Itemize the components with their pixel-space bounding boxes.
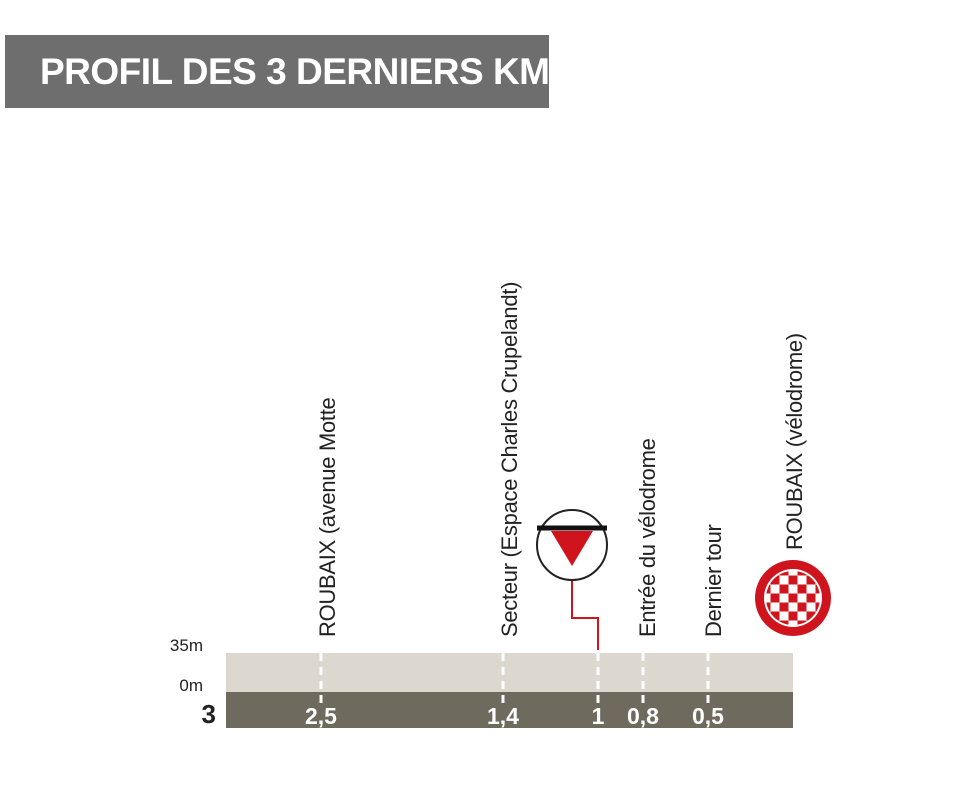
distance-label: 0,5 bbox=[692, 703, 724, 729]
check bbox=[766, 602, 771, 612]
distance-label: 1,4 bbox=[487, 703, 519, 729]
place-label: Entrée du vélodrome bbox=[635, 438, 660, 637]
check bbox=[797, 620, 807, 625]
place-label: Secteur (Espace Charles Crupelandt) bbox=[497, 282, 522, 637]
distance-label: 3 bbox=[202, 699, 216, 729]
check bbox=[779, 620, 789, 625]
check bbox=[788, 593, 798, 603]
distance-label: 1 bbox=[592, 703, 605, 729]
place-label: ROUBAIX (avenue Motte bbox=[315, 397, 340, 637]
sector-icon bbox=[536, 509, 608, 650]
altitude-label: 0m bbox=[179, 676, 203, 695]
check bbox=[766, 584, 771, 594]
title-box bbox=[5, 35, 549, 108]
check bbox=[779, 571, 789, 576]
distance-label: 2,5 bbox=[305, 703, 337, 729]
check bbox=[797, 571, 807, 576]
check bbox=[770, 611, 780, 621]
finish-icon bbox=[755, 560, 831, 636]
check bbox=[815, 602, 820, 612]
check bbox=[788, 575, 798, 585]
altitude-label: 35m bbox=[170, 636, 203, 655]
check bbox=[779, 602, 789, 612]
check bbox=[797, 602, 807, 612]
place-label: ROUBAIX (vélodrome) bbox=[782, 333, 807, 550]
check bbox=[779, 584, 789, 594]
check bbox=[770, 593, 780, 603]
check bbox=[815, 584, 820, 594]
distance-label: 0,8 bbox=[627, 703, 659, 729]
check bbox=[788, 611, 798, 621]
km-lines bbox=[319, 653, 710, 705]
check bbox=[806, 575, 816, 585]
check bbox=[806, 611, 816, 621]
place-label: Dernier tour bbox=[701, 524, 726, 637]
check bbox=[770, 575, 780, 585]
check bbox=[797, 584, 807, 594]
title: PROFIL DES 3 DERNIERS KM bbox=[40, 51, 550, 92]
check bbox=[806, 593, 816, 603]
